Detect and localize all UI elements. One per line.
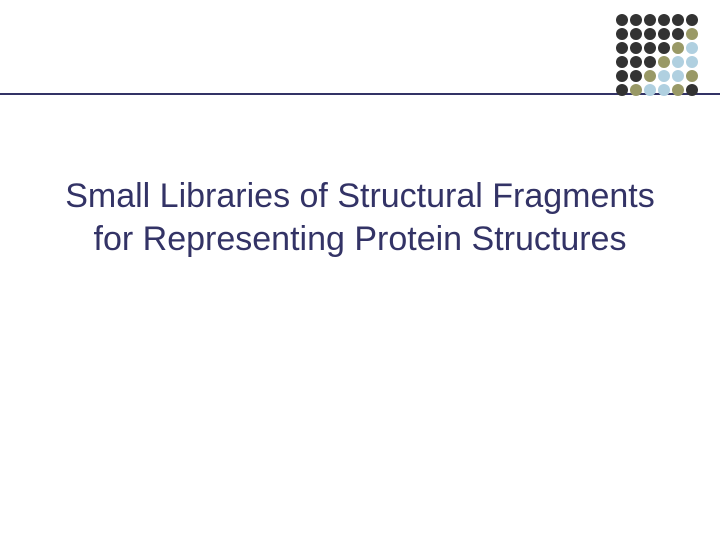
dot-icon — [644, 14, 656, 26]
dot-icon — [616, 70, 628, 82]
dot-icon — [672, 70, 684, 82]
dot-icon — [658, 84, 670, 96]
dot-icon — [616, 14, 628, 26]
dot-icon — [644, 56, 656, 68]
dot-icon — [644, 84, 656, 96]
dot-icon — [644, 28, 656, 40]
dot-icon — [686, 70, 698, 82]
dot-icon — [658, 28, 670, 40]
decorative-dot-grid — [616, 14, 698, 96]
dot-icon — [644, 70, 656, 82]
dot-icon — [630, 84, 642, 96]
dot-icon — [630, 70, 642, 82]
dot-icon — [686, 28, 698, 40]
dot-icon — [658, 56, 670, 68]
dot-icon — [616, 56, 628, 68]
dot-icon — [672, 42, 684, 54]
dot-icon — [686, 84, 698, 96]
dot-icon — [644, 42, 656, 54]
slide-title: Small Libraries of Structural Fragments … — [60, 175, 660, 260]
dot-icon — [630, 28, 642, 40]
dot-icon — [672, 28, 684, 40]
dot-icon — [672, 56, 684, 68]
dot-icon — [672, 84, 684, 96]
dot-icon — [616, 28, 628, 40]
dot-icon — [686, 42, 698, 54]
dot-icon — [616, 84, 628, 96]
dot-icon — [672, 14, 684, 26]
dot-icon — [658, 14, 670, 26]
dot-icon — [686, 56, 698, 68]
dot-icon — [630, 14, 642, 26]
title-container: Small Libraries of Structural Fragments … — [60, 175, 660, 260]
dot-icon — [616, 42, 628, 54]
dot-icon — [658, 70, 670, 82]
header-rule — [0, 93, 720, 95]
dot-icon — [630, 42, 642, 54]
dot-icon — [658, 42, 670, 54]
dot-icon — [630, 56, 642, 68]
dot-icon — [686, 14, 698, 26]
